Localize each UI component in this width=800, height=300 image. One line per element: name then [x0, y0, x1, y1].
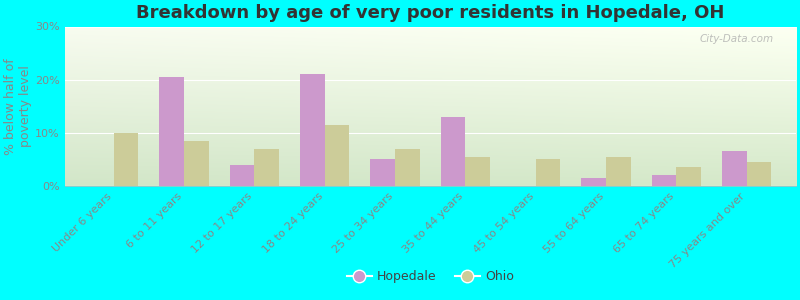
- Bar: [230, 165, 254, 186]
- Bar: [300, 74, 325, 186]
- Bar: [159, 77, 184, 186]
- Bar: [254, 149, 279, 186]
- Bar: [722, 152, 746, 186]
- Legend: Hopedale, Ohio: Hopedale, Ohio: [342, 265, 519, 288]
- Bar: [582, 178, 606, 186]
- Bar: [441, 117, 466, 186]
- Bar: [325, 125, 350, 186]
- Bar: [536, 159, 560, 186]
- Bar: [652, 176, 676, 186]
- Bar: [114, 133, 138, 186]
- Title: Breakdown by age of very poor residents in Hopedale, OH: Breakdown by age of very poor residents …: [136, 4, 724, 22]
- Bar: [676, 167, 701, 186]
- Y-axis label: % below half of
poverty level: % below half of poverty level: [4, 58, 32, 154]
- Bar: [395, 149, 420, 186]
- Bar: [746, 162, 771, 186]
- Bar: [466, 157, 490, 186]
- Bar: [370, 159, 395, 186]
- Bar: [184, 141, 209, 186]
- Text: City-Data.com: City-Data.com: [700, 34, 774, 44]
- Bar: [606, 157, 630, 186]
